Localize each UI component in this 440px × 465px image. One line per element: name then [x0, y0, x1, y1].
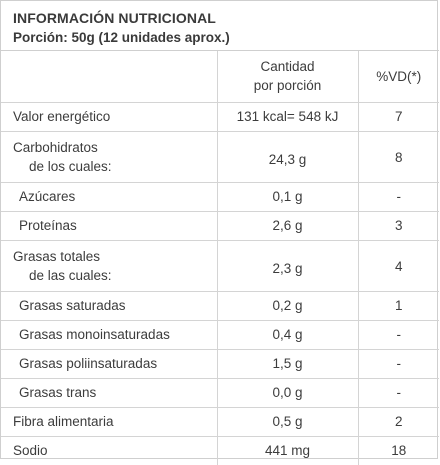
- portion-size: Porción: 50g (12 unidades aprox.): [13, 30, 230, 45]
- table-row: Grasas totales de las cuales: 2,3 g 4: [1, 240, 439, 292]
- nutrient-amount: 441 mg: [216, 436, 358, 465]
- nutrient-dv: 8: [357, 131, 439, 183]
- nutrient-dv: 18: [357, 436, 439, 465]
- nutrient-amount: 2,3 g: [216, 240, 358, 292]
- nutrient-name: Fibra alimentaria: [1, 407, 217, 437]
- nutrient-name: Grasas monoinsaturadas: [1, 320, 217, 350]
- nutrient-amount: 0,4 g: [216, 320, 358, 350]
- nutrient-name: Grasas saturadas: [1, 291, 217, 321]
- nutrient-dv: 7: [357, 102, 439, 132]
- table-header-row: Cantidad por porción %VD(*): [1, 51, 439, 103]
- nutrient-amount: 2,6 g: [216, 211, 358, 241]
- table-row: Grasas poliinsaturadas 1,5 g -: [1, 349, 439, 379]
- nutrient-dv: -: [357, 378, 439, 408]
- nutrient-name: Carbohidratos de los cuales:: [1, 131, 217, 183]
- nutrient-name: Grasas trans: [1, 378, 217, 408]
- header-empty-cell: [1, 51, 217, 103]
- header-dv: %VD(*): [357, 51, 439, 103]
- nutrient-name: Grasas poliinsaturadas: [1, 349, 217, 379]
- nutrient-name: Valor energético: [1, 102, 217, 132]
- header-amount-line1: Cantidad: [260, 59, 315, 75]
- table-row: Grasas saturadas 0,2 g 1: [1, 291, 439, 321]
- nutrient-name: Proteínas: [1, 211, 217, 241]
- table-row: Grasas trans 0,0 g -: [1, 378, 439, 408]
- nutrient-name: Azúcares: [1, 182, 217, 212]
- table-row: Sodio 441 mg 18: [1, 436, 439, 465]
- nutrient-dv: 1: [357, 291, 439, 321]
- nutrient-name: Grasas totales de las cuales:: [1, 240, 217, 292]
- nutrient-name-sub: de los cuales:: [29, 158, 112, 174]
- table-row: Azúcares 0,1 g -: [1, 182, 439, 212]
- nutrient-dv: 3: [357, 211, 439, 241]
- nutrient-amount: 0,5 g: [216, 407, 358, 437]
- nutrition-title: INFORMACIÓN NUTRICIONAL: [13, 10, 216, 26]
- nutrient-amount: 1,5 g: [216, 349, 358, 379]
- nutrient-amount: 0,0 g: [216, 378, 358, 408]
- nutrient-dv: -: [357, 182, 439, 212]
- table-row: Valor energético 131 kcal= 548 kJ 7: [1, 102, 439, 132]
- nutrient-amount: 0,1 g: [216, 182, 358, 212]
- nutrition-table: Cantidad por porción %VD(*) Valor energé…: [1, 51, 439, 465]
- header-amount-line2: por porción: [253, 78, 322, 94]
- table-row: Carbohidratos de los cuales: 24,3 g 8: [1, 131, 439, 183]
- nutrient-amount: 0,2 g: [216, 291, 358, 321]
- nutrient-name: Sodio: [13, 443, 48, 459]
- nutrient-name-main: Grasas totales: [13, 248, 101, 264]
- nutrient-dv: 4: [357, 240, 439, 292]
- table-row: Grasas monoinsaturadas 0,4 g -: [1, 320, 439, 350]
- nutrient-dv: -: [357, 320, 439, 350]
- nutrient-name-sub: de las cuales:: [29, 267, 112, 283]
- nutrient-amount: 24,3 g: [216, 131, 358, 183]
- nutrient-dv: 2: [357, 407, 439, 437]
- nutrient-name-main: Carbohidratos: [13, 139, 98, 155]
- table-row: Fibra alimentaria 0,5 g 2: [1, 407, 439, 437]
- nutrient-amount: 131 kcal= 548 kJ: [216, 102, 358, 132]
- nutrient-dv: -: [357, 349, 439, 379]
- header-amount: Cantidad por porción: [216, 51, 358, 103]
- table-row: Proteínas 2,6 g 3: [1, 211, 439, 241]
- nutrition-header: INFORMACIÓN NUTRICIONAL Porción: 50g (12…: [1, 1, 439, 51]
